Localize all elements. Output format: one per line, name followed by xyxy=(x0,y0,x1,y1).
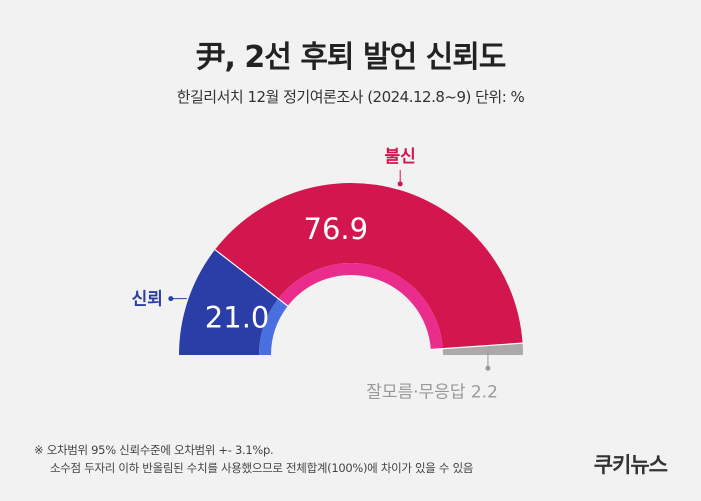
segment-trust xyxy=(179,249,279,355)
leader-dot-unknown xyxy=(485,365,491,371)
segment-separator xyxy=(430,342,523,351)
publisher-logo: 쿠키뉴스 xyxy=(593,453,668,477)
value-label-trust: 21.0 xyxy=(205,300,270,334)
segment-unknown xyxy=(442,343,523,355)
footnote-line-2: 소수점 두자리 이하 반올림된 수치를 사용했으므로 전체합계(100%)에 차… xyxy=(50,461,474,475)
chart-subtitle: 한길리서치 12월 정기여론조사 (2024.12.8~9) 단위: % xyxy=(176,88,525,106)
chart-leader-lines xyxy=(168,169,491,371)
footnote: ※ 오차범위 95% 신뢰수준에 오차범위 +- 3.1%p. 소수점 두자리 … xyxy=(34,441,473,477)
footnote-line-1: ※ 오차범위 95% 신뢰수준에 오차범위 +- 3.1%p. xyxy=(34,443,274,457)
segment-inner-distrust xyxy=(278,262,443,350)
chart-title: 尹, 2선 후퇴 발언 신뢰도 xyxy=(195,40,507,75)
value-label-distrust: 76.9 xyxy=(304,212,369,246)
segment-separator xyxy=(214,249,289,307)
category-label-unknown: 잘모름·무응답 2.2 xyxy=(366,382,498,402)
chart-segments xyxy=(179,183,523,355)
segment-inner-trust xyxy=(259,298,288,355)
category-label-trust: 신뢰 xyxy=(132,290,163,310)
segment-distrust xyxy=(215,183,523,349)
category-label-distrust: 불신 xyxy=(385,147,416,167)
